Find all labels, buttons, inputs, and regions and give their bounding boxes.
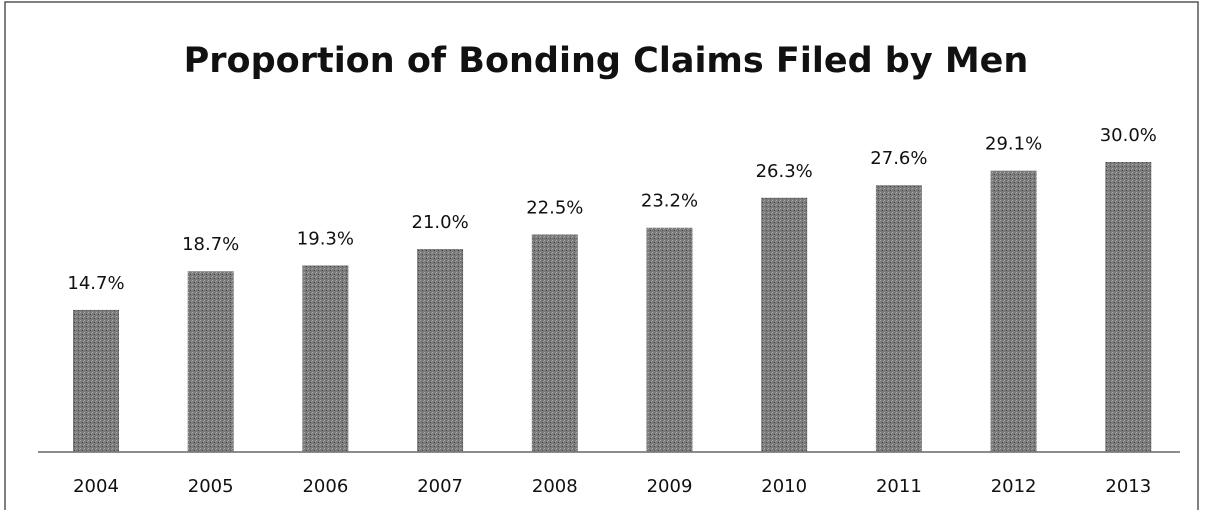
data-label: 23.2% (641, 191, 698, 212)
data-label: 30.0% (1100, 125, 1157, 146)
x-tick-label: 2008 (532, 476, 578, 497)
x-tick-label: 2005 (188, 476, 234, 497)
bar (761, 197, 808, 452)
bar (875, 185, 922, 452)
data-label: 22.5% (526, 198, 583, 219)
data-label: 21.0% (412, 212, 469, 233)
data-label: 26.3% (756, 161, 813, 182)
x-tick-label: 2009 (647, 476, 693, 497)
x-tick-label: 2011 (876, 476, 922, 497)
chart-title: Proportion of Bonding Claims Filed by Me… (184, 41, 1029, 81)
x-tick-label: 2004 (73, 476, 119, 497)
data-label: 18.7% (182, 234, 239, 255)
data-label: 14.7% (67, 273, 124, 294)
data-label: 27.6% (870, 148, 927, 169)
x-tick-label: 2006 (302, 476, 348, 497)
bar (187, 271, 234, 452)
data-label: 19.3% (297, 228, 354, 249)
x-tick-label: 2012 (991, 476, 1037, 497)
bar (73, 309, 119, 452)
x-tick-label: 2013 (1105, 476, 1151, 497)
chart-frame (4, 1, 1199, 510)
bar (990, 170, 1037, 452)
x-tick-label: 2010 (761, 476, 807, 497)
bar (646, 227, 693, 452)
bar (531, 234, 578, 452)
bar (417, 249, 464, 452)
x-tick-label: 2007 (417, 476, 463, 497)
data-label: 29.1% (985, 134, 1042, 155)
bar (302, 265, 349, 452)
bar (1105, 162, 1152, 452)
